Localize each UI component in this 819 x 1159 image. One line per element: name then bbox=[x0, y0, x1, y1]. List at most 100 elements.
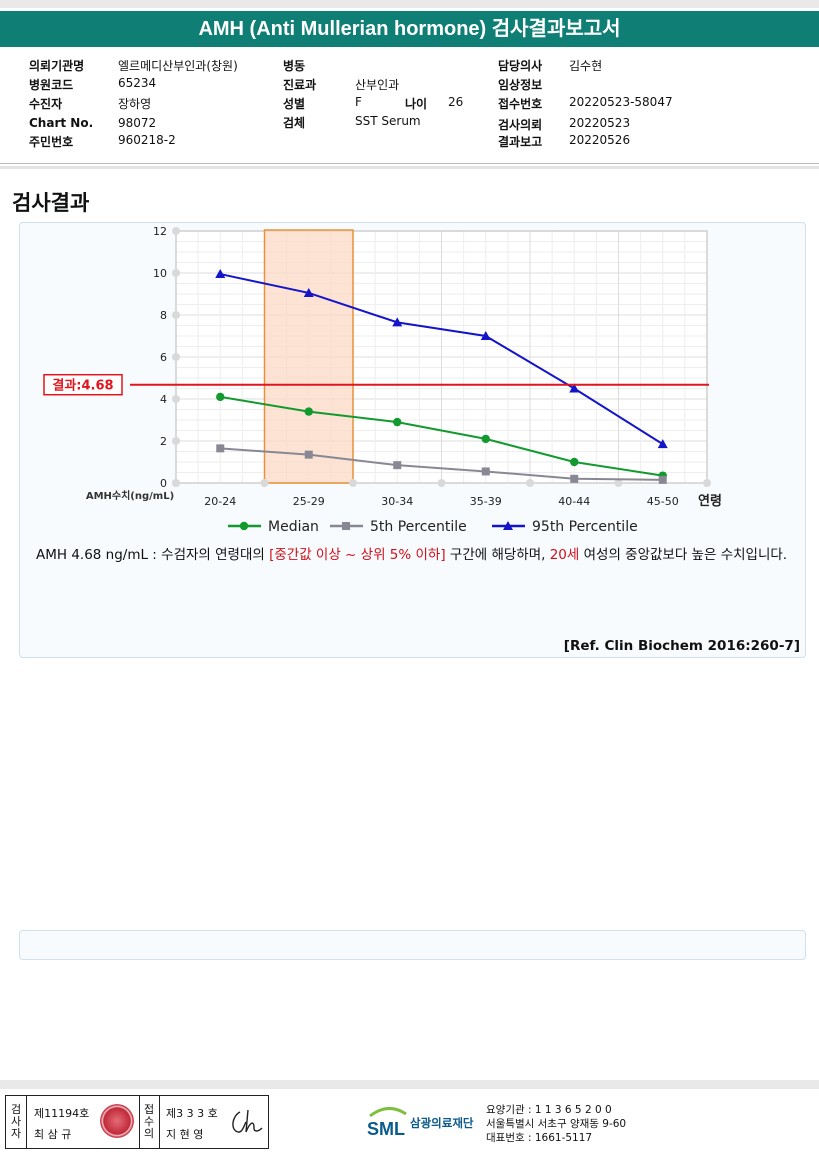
description-text: 여성의 중앙값보다 높은 수치입니다. bbox=[579, 547, 788, 563]
divider bbox=[0, 163, 819, 164]
info-value: 김수현 bbox=[569, 59, 603, 73]
x-tick-label: 20-24 bbox=[204, 495, 236, 508]
info-value: 장하영 bbox=[118, 97, 152, 111]
data-point bbox=[481, 467, 490, 476]
x-axis-dot bbox=[260, 479, 269, 487]
y-axis-dot bbox=[172, 227, 180, 235]
data-point bbox=[215, 269, 226, 279]
data-point bbox=[239, 521, 249, 531]
info-label: 주민번호 bbox=[29, 135, 74, 149]
x-axis-dot bbox=[526, 479, 534, 487]
legend-label: 5th Percentile bbox=[370, 519, 467, 535]
data-point bbox=[503, 521, 513, 530]
reference-citation: [Ref. Clin Biochem 2016:260-7] bbox=[563, 638, 800, 654]
x-tick-label: 35-39 bbox=[470, 495, 502, 508]
info-label: 결과보고 bbox=[498, 135, 543, 149]
data-point bbox=[569, 383, 580, 393]
confirmer-name: 지 현 영 bbox=[166, 1128, 204, 1141]
org-address-block: 요양기관 : 1 1 3 6 5 2 0 0 서울특별시 서초구 양재동 9-6… bbox=[486, 1103, 626, 1145]
info-value: F bbox=[355, 95, 362, 109]
data-point bbox=[216, 392, 225, 402]
x-axis-dot bbox=[437, 479, 446, 487]
result-label-box bbox=[43, 373, 123, 396]
y-axis-dot bbox=[172, 395, 180, 403]
info-value: 20220523-58047 bbox=[569, 95, 673, 109]
amh-chart: 0 2 4 6 8 10 12 20-24 25-29 30-34 35-39 40-44 45-50 A… bbox=[43, 225, 722, 535]
data-point bbox=[304, 450, 313, 459]
series-line bbox=[220, 273, 664, 445]
info-value: 20220523 bbox=[569, 116, 631, 130]
top-band bbox=[0, 0, 819, 8]
divider bbox=[0, 166, 819, 169]
org-phone: 대표번호 : 1661-5117 bbox=[486, 1132, 593, 1144]
info-label: 접수번호 bbox=[498, 97, 543, 111]
info-label: 진료과 bbox=[283, 78, 317, 92]
result-description: AMH 4.68 ng/mL : 수검자의 연령대의 [중간값 이상 ~ 상위 … bbox=[36, 545, 811, 566]
info-label: 병동 bbox=[283, 59, 306, 73]
inspector-name: 최 삼 규 bbox=[34, 1128, 72, 1141]
y-axis-dot bbox=[172, 353, 180, 361]
info-label: Chart No. bbox=[29, 116, 94, 130]
x-axis-dot bbox=[614, 479, 623, 487]
y-tick-label: 6 bbox=[160, 351, 167, 364]
description-range: [중간값 이상 ~ 상위 5% 이하] bbox=[269, 547, 446, 563]
info-label: 병원코드 bbox=[29, 78, 74, 92]
data-point bbox=[570, 474, 579, 483]
y-axis-dot bbox=[172, 437, 180, 445]
info-label: 담당의사 bbox=[498, 59, 543, 73]
highlight-band bbox=[263, 229, 354, 484]
y-tick-label: 10 bbox=[153, 267, 167, 280]
footer-band bbox=[0, 1080, 819, 1089]
x-axis-dot bbox=[349, 479, 357, 487]
age-value: 26 bbox=[448, 95, 464, 109]
data-point bbox=[304, 407, 313, 416]
org-code: 요양기관 : 1 1 3 6 5 2 0 0 bbox=[486, 1104, 612, 1116]
logo-abbr: SML bbox=[367, 1119, 405, 1139]
x-tick-label: 45-50 bbox=[647, 495, 679, 508]
signature-icon bbox=[232, 1109, 263, 1133]
age-label: 나이 bbox=[405, 97, 428, 111]
data-point bbox=[303, 287, 314, 297]
legend-label: 95th Percentile bbox=[532, 519, 638, 535]
data-point bbox=[393, 417, 402, 427]
x-axis-dot bbox=[703, 479, 711, 487]
x-tick-label: 25-29 bbox=[293, 495, 325, 508]
description-text: AMH 4.68 ng/mL : 수검자의 연령대의 bbox=[36, 547, 270, 563]
x-tick-label: 40-44 bbox=[558, 495, 590, 508]
info-label: 의뢰기관명 bbox=[29, 59, 85, 73]
legend-label: Median bbox=[268, 519, 319, 535]
y-tick-label: 8 bbox=[160, 309, 167, 322]
y-tick-label: 0 bbox=[160, 477, 167, 490]
y-axis-label: AMH수치(ng/mL) bbox=[86, 489, 174, 502]
section-title: 검사결과 bbox=[12, 191, 90, 215]
info-value: 산부인과 bbox=[355, 78, 400, 92]
info-value: 엘르메디산부인과(창원) bbox=[118, 59, 238, 73]
x-tick-label: 30-34 bbox=[381, 495, 413, 508]
data-point bbox=[342, 522, 350, 530]
info-label: 임상정보 bbox=[498, 78, 543, 92]
info-value: 20220526 bbox=[569, 133, 631, 147]
y-axis-dot bbox=[172, 311, 180, 319]
description-text: 구간에 해당하며, bbox=[445, 547, 550, 563]
info-value: 98072 bbox=[118, 116, 157, 130]
info-value: SST Serum bbox=[355, 114, 421, 128]
data-point bbox=[393, 461, 402, 470]
org-name: 삼광의료재단 bbox=[410, 1116, 474, 1130]
data-point bbox=[658, 475, 667, 484]
report-title: AMH (Anti Mullerian hormone) 검사결과보고서 bbox=[0, 11, 819, 47]
empty-panel bbox=[19, 930, 806, 960]
x-axis-dot bbox=[172, 479, 180, 487]
info-label: 검사의뢰 bbox=[498, 118, 543, 132]
info-label: 수진자 bbox=[29, 97, 63, 111]
info-value: 65234 bbox=[118, 76, 157, 90]
description-age: 20세 bbox=[549, 547, 580, 563]
org-address: 서울특별시 서초구 양재동 9-60 bbox=[486, 1118, 627, 1130]
sml-logo-icon: SML bbox=[367, 1107, 407, 1139]
data-point bbox=[216, 444, 225, 453]
y-axis-dot bbox=[172, 269, 180, 277]
y-tick-label: 12 bbox=[153, 225, 167, 238]
info-label: 성별 bbox=[283, 97, 306, 111]
